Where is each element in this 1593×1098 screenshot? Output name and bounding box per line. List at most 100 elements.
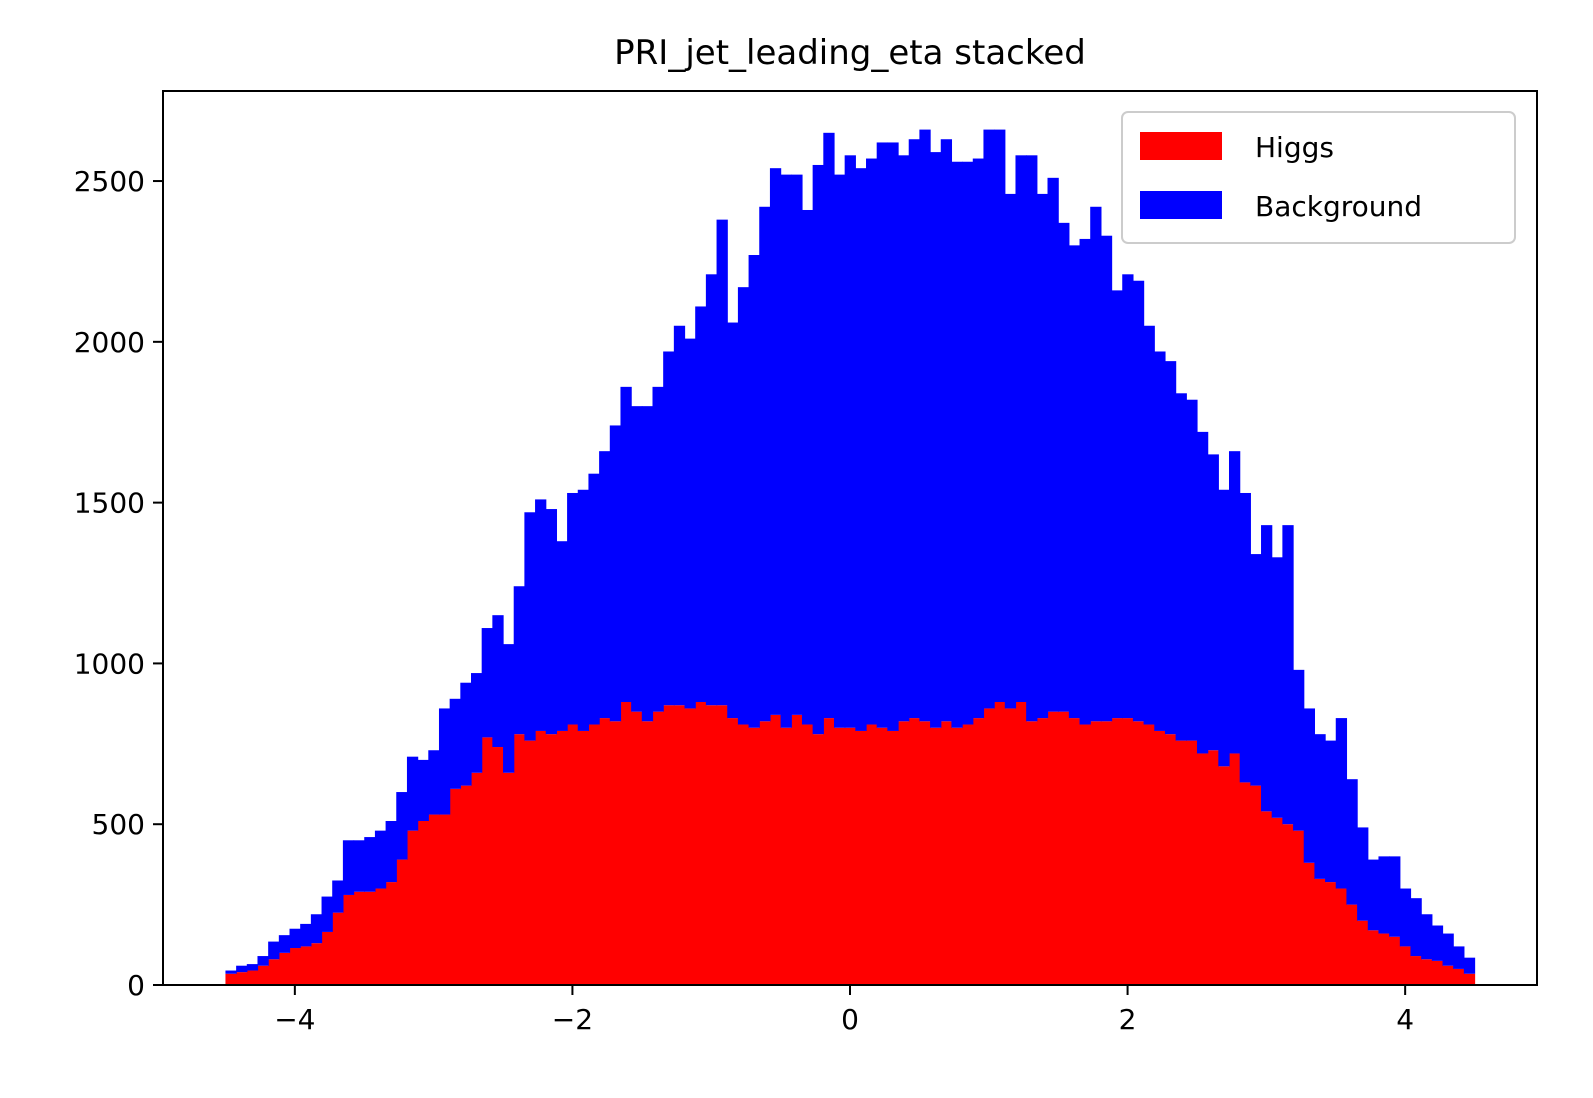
background-bar bbox=[310, 914, 323, 944]
background-bar bbox=[983, 129, 995, 709]
background-bar bbox=[887, 142, 899, 731]
higgs-bar bbox=[1228, 753, 1241, 985]
background-bar bbox=[385, 820, 397, 883]
background-bar bbox=[353, 840, 365, 892]
higgs-bar bbox=[1239, 782, 1251, 985]
background-bar bbox=[748, 255, 760, 728]
background-bar bbox=[567, 492, 579, 725]
higgs-bar bbox=[716, 705, 728, 985]
higgs-bar bbox=[1442, 965, 1454, 985]
higgs-bar bbox=[300, 946, 312, 985]
background-bar bbox=[449, 698, 461, 789]
background-bar bbox=[599, 451, 611, 719]
background-bar bbox=[1175, 393, 1187, 741]
higgs-bar bbox=[1186, 740, 1198, 985]
background-bar bbox=[663, 351, 675, 706]
background-bar bbox=[1250, 554, 1262, 786]
background-bar bbox=[631, 406, 643, 712]
higgs-bar bbox=[1079, 724, 1091, 985]
higgs-bar bbox=[1399, 946, 1412, 985]
background-bar bbox=[1154, 351, 1166, 731]
higgs-bar bbox=[705, 705, 718, 985]
higgs-bar bbox=[278, 952, 291, 985]
higgs-bar bbox=[406, 830, 419, 985]
background-bar bbox=[1079, 238, 1091, 725]
background-bar bbox=[1100, 235, 1113, 722]
higgs-bar bbox=[1325, 882, 1337, 985]
background-bar bbox=[588, 473, 600, 725]
background-bar bbox=[556, 541, 568, 731]
higgs-bar bbox=[759, 721, 771, 985]
background-bar bbox=[406, 756, 419, 831]
background-bars bbox=[225, 129, 1476, 974]
background-bar bbox=[1058, 222, 1070, 712]
higgs-bar bbox=[641, 721, 654, 985]
higgs-bar bbox=[1058, 711, 1070, 985]
y-tick-label: 0 bbox=[127, 969, 145, 1002]
background-bar bbox=[1442, 933, 1454, 966]
background-bar bbox=[1015, 155, 1027, 703]
y-tick-label: 2500 bbox=[74, 165, 145, 198]
higgs-bar bbox=[449, 788, 461, 985]
higgs-bar bbox=[866, 724, 878, 985]
background-bar bbox=[855, 168, 867, 731]
chart-title: PRI_jet_leading_eta stacked bbox=[614, 33, 1086, 73]
background-bar bbox=[1228, 451, 1241, 754]
background-bar bbox=[1431, 925, 1444, 961]
background-bar bbox=[1026, 155, 1038, 722]
background-bar bbox=[908, 139, 920, 719]
higgs-bar bbox=[332, 912, 344, 985]
y-tick-label: 2000 bbox=[74, 326, 145, 359]
background-bar bbox=[513, 586, 525, 735]
background-bar bbox=[278, 935, 291, 953]
higgs-bar bbox=[310, 943, 323, 985]
legend-swatch-higgs bbox=[1140, 132, 1222, 160]
higgs-bar bbox=[588, 724, 600, 985]
background-bar bbox=[246, 964, 259, 971]
higgs-bar bbox=[1036, 718, 1049, 985]
background-bar bbox=[1325, 740, 1337, 883]
background-bar bbox=[577, 489, 590, 731]
background-bar bbox=[737, 287, 750, 725]
higgs-bar bbox=[438, 814, 451, 985]
legend: Higgs Background bbox=[1121, 111, 1516, 244]
background-bar bbox=[1271, 557, 1283, 818]
higgs-bar bbox=[801, 724, 814, 985]
y-tick-label: 1500 bbox=[74, 487, 145, 520]
higgs-bar bbox=[769, 714, 782, 985]
x-tick-label: 2 bbox=[1119, 1003, 1137, 1036]
higgs-bar bbox=[1378, 933, 1390, 985]
higgs-bar bbox=[1410, 956, 1422, 985]
background-bar bbox=[396, 792, 408, 860]
background-bar bbox=[481, 628, 493, 738]
background-bar bbox=[300, 923, 312, 947]
higgs-bar bbox=[898, 721, 910, 985]
higgs-bar bbox=[727, 718, 739, 985]
higgs-bar bbox=[663, 705, 675, 985]
background-bar bbox=[1122, 274, 1134, 719]
higgs-bar bbox=[492, 747, 504, 985]
background-bar bbox=[673, 325, 686, 706]
y-tick-label: 1000 bbox=[74, 647, 145, 680]
x-tick-label: 4 bbox=[1396, 1003, 1414, 1036]
background-bar bbox=[652, 386, 664, 712]
background-bar bbox=[1186, 399, 1198, 741]
higgs-bar bbox=[951, 727, 963, 985]
higgs-bar bbox=[1026, 721, 1038, 985]
higgs-bar bbox=[599, 718, 611, 985]
background-bar bbox=[1036, 193, 1049, 719]
higgs-bar bbox=[1164, 734, 1177, 985]
background-bar bbox=[428, 750, 440, 815]
higgs-bar bbox=[1047, 711, 1059, 985]
background-bar bbox=[1346, 779, 1358, 905]
higgs-bar bbox=[1015, 702, 1027, 985]
background-bar bbox=[236, 965, 248, 973]
higgs-bar bbox=[545, 734, 558, 985]
background-bar bbox=[1004, 193, 1017, 709]
higgs-bar bbox=[833, 727, 846, 985]
higgs-bar bbox=[396, 859, 408, 985]
background-bar bbox=[268, 941, 280, 960]
higgs-bar bbox=[268, 959, 280, 985]
higgs-bar bbox=[1367, 930, 1380, 985]
background-bar bbox=[994, 129, 1006, 703]
